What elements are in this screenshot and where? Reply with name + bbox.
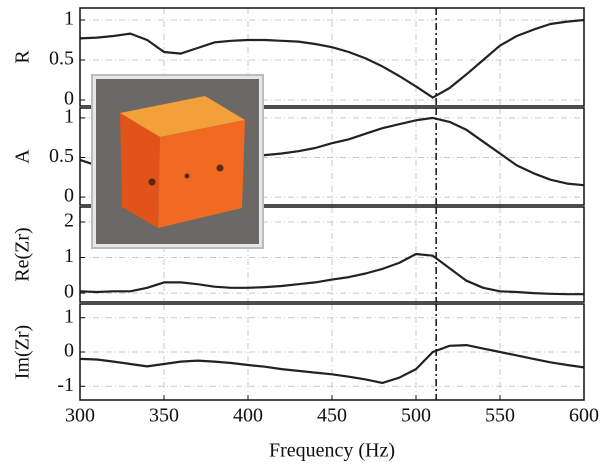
x-tick-label: 600	[569, 405, 599, 427]
y-tick-label: 2	[64, 210, 74, 232]
y-tick-label: 0	[64, 88, 74, 110]
y-tick-label: 0	[64, 281, 74, 303]
y-axis-label: Im(Zr)	[12, 325, 34, 379]
y-axis-label: R	[12, 50, 34, 64]
y-axis-label: Re(Zr)	[12, 227, 34, 281]
panel-frame	[79, 107, 585, 206]
x-tick-label: 450	[317, 405, 347, 427]
data-line	[79, 252, 584, 296]
y-tick-label: 0	[64, 340, 74, 362]
inset-photo	[91, 74, 264, 249]
y-tick-label: 1	[64, 8, 74, 30]
y-tick-label: 0	[64, 185, 74, 207]
data-line	[79, 344, 585, 384]
y-tick-label: 1	[64, 245, 74, 267]
y-tick-label: -1	[57, 374, 74, 396]
x-tick-label: 300	[65, 405, 95, 427]
x-tick-label: 550	[485, 405, 515, 427]
panel-frame	[79, 7, 585, 107]
x-tick-label: 350	[149, 405, 179, 427]
y-tick-label: 1	[64, 305, 74, 327]
data-line	[79, 18, 585, 99]
y-axis-label: A	[12, 149, 34, 164]
panel-frame	[79, 206, 585, 303]
x-axis-label: Frequency (Hz)	[269, 440, 395, 462]
x-tick-label: 400	[233, 405, 263, 427]
y-tick-label: 0.5	[49, 145, 74, 167]
y-tick-label: 1	[64, 105, 74, 127]
x-tick-label: 500	[401, 405, 431, 427]
y-tick-label: 0.5	[49, 48, 74, 70]
